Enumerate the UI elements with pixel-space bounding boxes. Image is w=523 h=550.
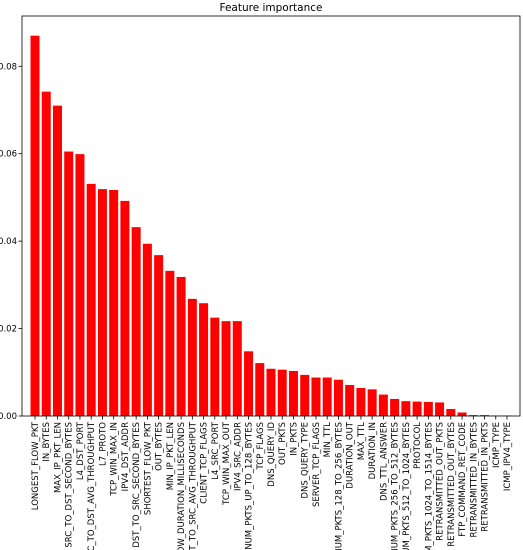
bar	[423, 402, 433, 416]
bar	[288, 370, 298, 416]
x-tick-label: CLIENT_TCP_FLAGS	[200, 422, 210, 504]
bar	[266, 368, 276, 416]
y-tick-label: 0.02	[0, 325, 17, 335]
bar	[401, 401, 411, 416]
x-tick-label: OUT_PKTS	[278, 422, 288, 465]
x-tick-label: TCP_FLAGS	[256, 422, 266, 470]
bar	[142, 243, 152, 416]
x-tick-label: DURATION_OUT	[346, 421, 356, 488]
x-tick-label: SRC_TO_DST_SECOND_BYTES	[65, 422, 75, 548]
x-tick-label: L4_SRC_PORT	[211, 421, 221, 480]
x-tick-label: NUM_PKTS_256_TO_512_BYTES	[391, 422, 401, 550]
x-tick-label: TCP_WIN_MAX_IN	[110, 422, 120, 497]
x-tick-label: OUT_BYTES	[155, 422, 165, 471]
bar	[165, 270, 175, 416]
bar	[232, 321, 242, 416]
x-tick-label: DST_TO_SRC_SECOND_BYTES	[132, 422, 142, 548]
x-tick-label: RETRANSMITTED_IN_PKTS	[481, 422, 491, 532]
bar	[367, 389, 377, 416]
x-tick-label: DNS_TTL_ANSWER	[379, 422, 389, 501]
bar	[176, 276, 186, 416]
bar	[322, 377, 332, 416]
x-tick-label: DNS_QUERY_ID	[267, 422, 277, 487]
bar	[109, 189, 119, 416]
x-tick-label: DST_TO_SRC_AVG_THROUGHPUT	[188, 421, 198, 550]
y-tick-label: 0.06	[0, 150, 17, 160]
bar	[356, 388, 366, 416]
bar	[333, 379, 343, 416]
bar	[187, 298, 197, 416]
x-tick-label: RETRANSMITTED_OUT_PKTS	[436, 422, 446, 541]
bar	[210, 317, 220, 416]
chart-title: Feature importance	[219, 2, 322, 14]
bar	[457, 412, 467, 416]
bar	[86, 183, 96, 416]
x-tick-label: MIN_IP_PKT_LEN	[166, 422, 176, 490]
bar	[378, 394, 388, 416]
x-tick-label: SHORTEST_FLOW_PKT	[143, 421, 153, 515]
bar	[435, 402, 445, 416]
bar	[468, 415, 478, 416]
bar	[41, 91, 51, 416]
x-tick-label: IPV4_DST_ADDR	[121, 422, 131, 491]
bar	[390, 398, 400, 416]
x-tick-label: L4_DST_PORT	[76, 421, 86, 480]
x-tick-label: TCP_WIN_MAX_OUT	[222, 421, 232, 506]
x-tick-label: MAX_TTL	[357, 422, 367, 460]
x-tick-label: IPV4_SRC_ADDR	[233, 422, 243, 491]
y-tick-label: 0.04	[0, 237, 17, 247]
plot-frame	[21, 15, 521, 417]
y-tick-label: 0.00	[0, 412, 17, 422]
bar	[131, 227, 141, 416]
bar	[52, 105, 62, 416]
bar	[255, 363, 265, 416]
bar	[75, 154, 85, 416]
x-tick-label: IN_BYTES	[42, 422, 52, 462]
x-tick-label: DURATION_IN	[368, 422, 378, 479]
bar	[221, 321, 231, 416]
y-axis: 0.00 0.02 0.04 0.06 0.08	[0, 62, 22, 422]
x-tick-label: NUM_PKTS_1024_TO_1514_BYTES	[424, 422, 434, 550]
x-tick-label: DNS_QUERY_TYPE	[301, 422, 311, 499]
x-tick-label: SRC_TO_DST_AVG_THROUGHPUT	[87, 421, 97, 550]
bar	[154, 255, 164, 416]
bar	[199, 303, 209, 416]
x-tick-label: MIN_TTL	[323, 422, 333, 458]
x-tick-label: RETRANSMITTED_IN_BYTES	[469, 422, 479, 537]
x-tick-label: NUM_PKTS_512_TO_1024_BYTES	[402, 422, 412, 550]
x-tick-label: LONGEST_FLOW_PKT	[31, 421, 41, 510]
bar	[64, 151, 74, 417]
x-tick-label: SERVER_TCP_FLAGS	[312, 422, 322, 507]
bar	[300, 374, 310, 416]
bar	[97, 189, 107, 416]
x-tick-label: IN_PKTS	[289, 422, 299, 456]
bar	[30, 35, 40, 417]
y-tick-label: 0.08	[0, 62, 17, 72]
bar	[446, 409, 456, 416]
x-tick-label: PROTOCOL	[413, 422, 423, 469]
bar	[311, 377, 321, 416]
x-tick-label: FLOW_DURATION_MILLISECONDS	[177, 422, 187, 550]
x-tick-label: L7_PROTO	[98, 422, 108, 466]
x-tick-label: NUM_PKTS_UP_TO_128_BYTES	[245, 422, 255, 550]
bar	[480, 415, 490, 416]
x-tick-label: ICMP_IPV4_TYPE	[503, 422, 513, 491]
x-axis: LONGEST_FLOW_PKT IN_BYTES MAX_IP_PKT_LEN SR…	[31, 416, 513, 550]
x-tick-label: FTP_COMMAND_RET_CODE	[458, 422, 468, 537]
x-tick-label: ICMP_TYPE	[492, 422, 502, 468]
x-tick-label: NUM_PKTS_128_TO_256_BYTES	[334, 422, 344, 550]
bar	[345, 384, 355, 416]
x-tick-label: MAX_IP_PKT_LEN	[53, 422, 63, 493]
bars-group	[30, 35, 512, 417]
bar	[120, 200, 130, 416]
x-tick-label: RETRANSMITTED_OUT_BYTES	[447, 422, 457, 547]
bar	[277, 369, 287, 416]
bar	[412, 401, 422, 416]
bar	[244, 351, 254, 416]
